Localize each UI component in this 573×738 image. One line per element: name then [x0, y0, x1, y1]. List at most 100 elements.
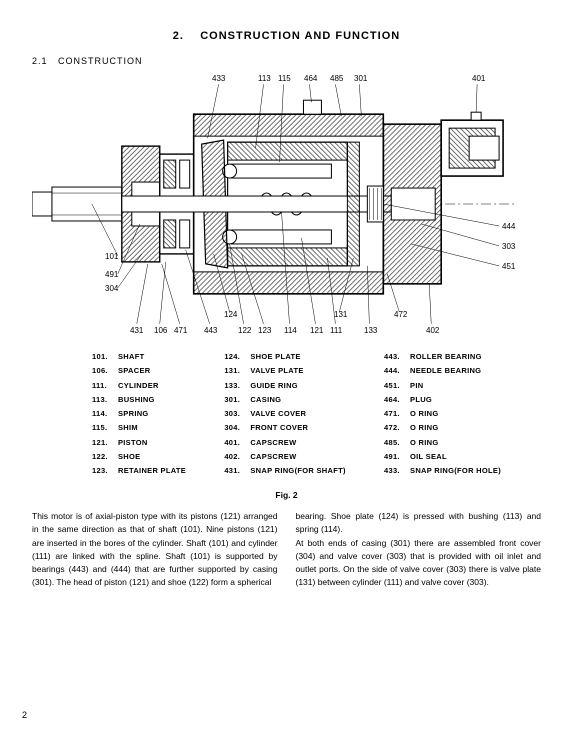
part-number: 443.: [384, 350, 410, 364]
part-number: 402.: [224, 450, 250, 464]
part-number: 431.: [224, 464, 250, 478]
callout-451: 451: [502, 262, 515, 271]
part-name: BUSHING: [118, 393, 155, 407]
part-row: 401.CAPSCREW: [224, 436, 345, 450]
part-number: 106.: [92, 364, 118, 378]
part-number: 113.: [92, 393, 118, 407]
part-name: VALVE PLATE: [250, 364, 303, 378]
part-name: SNAP RING(FOR SHAFT): [250, 464, 345, 478]
part-number: 303.: [224, 407, 250, 421]
callout-122: 122: [238, 326, 251, 335]
callout-444: 444: [502, 222, 515, 231]
subsection-heading: 2.1 CONSTRUCTION: [32, 56, 541, 66]
part-row: 111.CYLINDER: [92, 379, 186, 393]
part-name: SPACER: [118, 364, 151, 378]
part-number: 491.: [384, 450, 410, 464]
part-number: 115.: [92, 421, 118, 435]
part-name: OIL SEAL: [410, 450, 447, 464]
part-row: 485.O RING: [384, 436, 501, 450]
callout-133: 133: [364, 326, 377, 335]
part-number: 123.: [92, 464, 118, 478]
part-row: 472.O RING: [384, 421, 501, 435]
part-number: 133.: [224, 379, 250, 393]
part-name: RETAINER PLATE: [118, 464, 186, 478]
part-name: SHAFT: [118, 350, 145, 364]
subsection-title: CONSTRUCTION: [58, 56, 143, 66]
callout-303: 303: [502, 242, 515, 251]
part-name: SHIM: [118, 421, 138, 435]
callout-402: 402: [426, 326, 439, 335]
part-name: CYLINDER: [118, 379, 159, 393]
part-name: O RING: [410, 421, 438, 435]
part-row: 464.PLUG: [384, 393, 501, 407]
page-number: 2: [22, 710, 27, 720]
part-number: 444.: [384, 364, 410, 378]
parts-list: 101.SHAFT106.SPACER111.CYLINDER113.BUSHI…: [32, 350, 541, 478]
part-number: 111.: [92, 379, 118, 393]
callout-124: 124: [224, 310, 237, 319]
body-column-left: This motor is of axial-piston type with …: [32, 510, 278, 589]
part-row: 301.CASING: [224, 393, 345, 407]
part-number: 121.: [92, 436, 118, 450]
callout-106: 106: [154, 326, 167, 335]
callout-472: 472: [394, 310, 407, 319]
part-row: 101.SHAFT: [92, 350, 186, 364]
part-name: CASING: [250, 393, 281, 407]
callout-111: 111: [330, 326, 342, 335]
part-name: SNAP RING(FOR HOLE): [410, 464, 501, 478]
part-name: ROLLER BEARING: [410, 350, 482, 364]
parts-column-1: 101.SHAFT106.SPACER111.CYLINDER113.BUSHI…: [92, 350, 186, 478]
part-row: 304.FRONT COVER: [224, 421, 345, 435]
part-row: 443.ROLLER BEARING: [384, 350, 501, 364]
part-number: 114.: [92, 407, 118, 421]
callout-464: 464: [304, 74, 317, 83]
part-row: 133.GUIDE RING: [224, 379, 345, 393]
part-row: 115.SHIM: [92, 421, 186, 435]
part-name: GUIDE RING: [250, 379, 298, 393]
parts-column-3: 443.ROLLER BEARING444.NEEDLE BEARING451.…: [384, 350, 501, 478]
part-name: FRONT COVER: [250, 421, 308, 435]
part-row: 433.SNAP RING(FOR HOLE): [384, 464, 501, 478]
part-row: 431.SNAP RING(FOR SHAFT): [224, 464, 345, 478]
callout-115: 115: [278, 74, 291, 83]
section-title: 2. CONSTRUCTION AND FUNCTION: [32, 30, 541, 42]
callout-301: 301: [354, 74, 367, 83]
part-number: 101.: [92, 350, 118, 364]
part-name: PLUG: [410, 393, 432, 407]
motor-cross-section-svg: [32, 74, 541, 344]
callout-433: 433: [212, 74, 225, 83]
callout-101: 101: [105, 252, 118, 261]
part-number: 464.: [384, 393, 410, 407]
section-title-text: CONSTRUCTION AND FUNCTION: [200, 30, 400, 42]
part-number: 304.: [224, 421, 250, 435]
part-row: 122.SHOE: [92, 450, 186, 464]
part-row: 113.BUSHING: [92, 393, 186, 407]
part-row: 106.SPACER: [92, 364, 186, 378]
callout-431: 431: [130, 326, 143, 335]
part-number: 471.: [384, 407, 410, 421]
part-number: 401.: [224, 436, 250, 450]
part-name: O RING: [410, 407, 438, 421]
part-row: 123.RETAINER PLATE: [92, 464, 186, 478]
part-row: 121.PISTON: [92, 436, 186, 450]
part-row: 114.SPRING: [92, 407, 186, 421]
part-name: O RING: [410, 436, 438, 450]
body-column-right: bearing. Shoe plate (124) is pressed wit…: [296, 510, 542, 589]
section-number: 2.: [173, 30, 184, 42]
part-number: 131.: [224, 364, 250, 378]
part-number: 451.: [384, 379, 410, 393]
part-name: SHOE: [118, 450, 140, 464]
part-name: SPRING: [118, 407, 149, 421]
part-row: 402.CAPSCREW: [224, 450, 345, 464]
parts-column-2: 124.SHOE PLATE131.VALVE PLATE133.GUIDE R…: [224, 350, 345, 478]
part-row: 491.OIL SEAL: [384, 450, 501, 464]
callout-471: 471: [174, 326, 187, 335]
part-name: PISTON: [118, 436, 148, 450]
part-number: 301.: [224, 393, 250, 407]
part-number: 472.: [384, 421, 410, 435]
callout-114: 114: [284, 326, 297, 335]
part-row: 451.PIN: [384, 379, 501, 393]
callout-123: 123: [258, 326, 271, 335]
callout-491: 491: [105, 270, 118, 279]
callout-121: 121: [310, 326, 323, 335]
